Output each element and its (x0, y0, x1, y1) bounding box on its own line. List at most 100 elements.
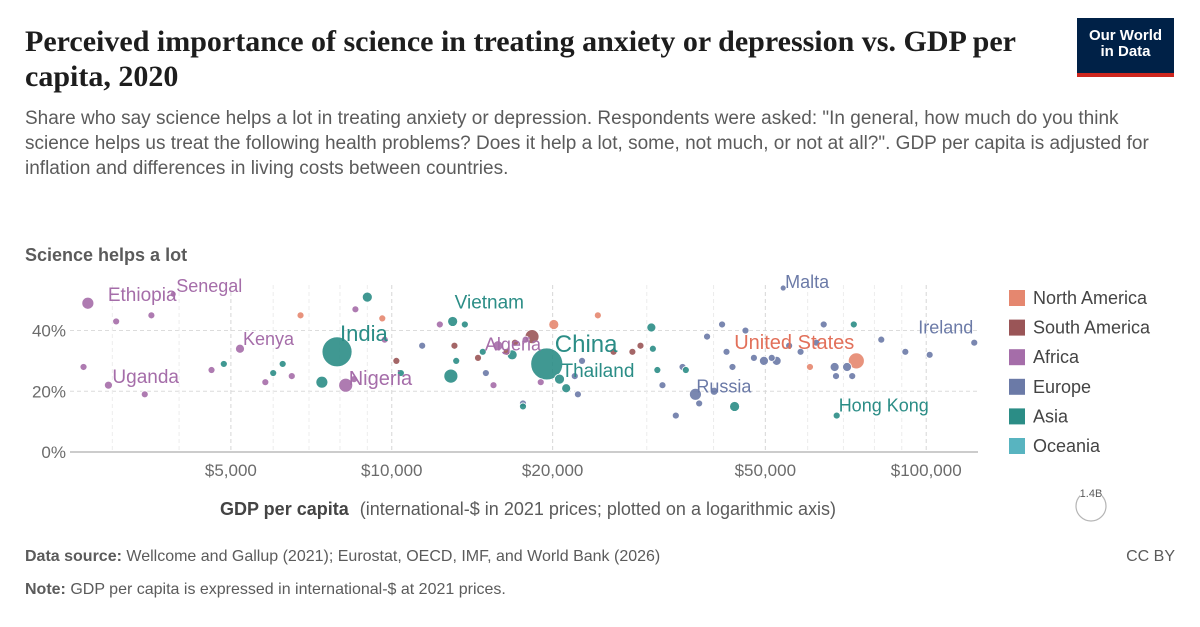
data-point[interactable] (287, 372, 296, 380)
point-russia[interactable] (689, 387, 702, 401)
legend-swatch-north-america[interactable] (1009, 290, 1025, 306)
data-point[interactable] (750, 353, 758, 362)
data-point[interactable] (767, 353, 776, 362)
legend-swatch-europe[interactable] (1009, 378, 1025, 395)
data-point[interactable] (519, 402, 527, 411)
data-point[interactable] (269, 369, 278, 377)
data-point[interactable] (112, 317, 121, 326)
data-point[interactable] (806, 363, 814, 371)
data-point[interactable] (849, 320, 858, 329)
data-point[interactable] (570, 372, 579, 380)
legend-label-asia[interactable]: Asia (1033, 406, 1069, 426)
owid-logo[interactable]: Our World in Data (1077, 18, 1174, 77)
data-point[interactable] (722, 347, 731, 356)
point-india[interactable] (321, 336, 353, 368)
data-point[interactable] (653, 366, 662, 374)
data-point[interactable] (703, 332, 711, 341)
data-point[interactable] (140, 390, 149, 399)
legend-label-oceania[interactable]: Oceania (1033, 436, 1101, 456)
data-point[interactable] (681, 366, 690, 374)
data-point[interactable] (561, 383, 572, 394)
data-point[interactable] (396, 369, 405, 377)
data-point[interactable] (658, 381, 667, 390)
data-point[interactable] (489, 381, 498, 390)
point-algeria[interactable] (492, 340, 504, 352)
point-hong-kong[interactable] (832, 411, 841, 420)
data-point[interactable] (901, 347, 910, 356)
point-kenya[interactable] (235, 343, 245, 354)
data-point[interactable] (741, 326, 750, 335)
legend-swatch-south-america[interactable] (1009, 319, 1025, 336)
data-point[interactable] (609, 347, 618, 356)
data-point[interactable] (819, 320, 828, 329)
data-point[interactable] (219, 360, 228, 368)
data-point[interactable] (636, 341, 645, 350)
data-point[interactable] (521, 335, 530, 344)
data-point[interactable] (452, 357, 461, 365)
legend-swatch-asia[interactable] (1009, 408, 1025, 425)
data-point[interactable] (718, 320, 726, 329)
data-point[interactable] (315, 375, 329, 389)
data-point[interactable] (361, 291, 373, 303)
data-point[interactable] (296, 311, 305, 320)
data-point[interactable] (628, 347, 637, 356)
data-point[interactable] (848, 372, 857, 380)
legend-label-south-america[interactable]: South America (1033, 318, 1151, 338)
legend-label-north-america[interactable]: North America (1033, 288, 1148, 308)
data-point[interactable] (593, 311, 602, 320)
data-point[interactable] (646, 322, 657, 333)
data-point[interactable] (536, 378, 545, 387)
point-malta[interactable] (779, 284, 787, 292)
data-point[interactable] (796, 347, 805, 356)
data-point[interactable] (877, 335, 886, 344)
data-point[interactable] (261, 378, 270, 387)
point-thailand[interactable] (554, 373, 565, 385)
data-point[interactable] (574, 390, 582, 399)
data-point[interactable] (207, 366, 216, 374)
data-point[interactable] (785, 341, 794, 350)
data-point[interactable] (832, 372, 840, 380)
data-point[interactable] (759, 356, 769, 366)
data-point[interactable] (829, 362, 840, 372)
legend-swatch-africa[interactable] (1009, 349, 1025, 366)
data-point[interactable] (351, 305, 360, 314)
data-point[interactable] (474, 353, 482, 362)
point-ireland[interactable] (970, 338, 979, 347)
point-uganda[interactable] (104, 380, 113, 390)
data-point[interactable] (443, 368, 459, 384)
point-united-states[interactable] (847, 352, 865, 370)
data-point[interactable] (278, 360, 287, 368)
point-vietnam[interactable] (447, 316, 459, 327)
legend-label-europe[interactable]: Europe (1033, 377, 1091, 397)
data-point[interactable] (418, 341, 427, 350)
data-point[interactable] (812, 338, 821, 347)
point-ethiopia[interactable] (81, 296, 95, 310)
data-point[interactable] (709, 386, 719, 396)
data-point[interactable] (350, 375, 358, 384)
license-link[interactable]: CC BY (1126, 548, 1175, 565)
data-point[interactable] (511, 338, 519, 347)
data-point[interactable] (478, 347, 487, 356)
data-point[interactable] (378, 314, 387, 323)
data-point[interactable] (502, 347, 511, 356)
data-point[interactable] (842, 362, 852, 372)
data-point[interactable] (671, 411, 680, 420)
point-china[interactable] (530, 347, 564, 381)
data-point[interactable] (79, 363, 88, 371)
data-point[interactable] (729, 401, 740, 412)
data-point[interactable] (147, 311, 156, 320)
data-point[interactable] (548, 319, 560, 330)
data-point[interactable] (695, 399, 704, 408)
data-point[interactable] (925, 350, 934, 359)
data-point[interactable] (648, 344, 657, 353)
data-point[interactable] (450, 341, 459, 350)
data-point[interactable] (435, 320, 444, 329)
data-point[interactable] (392, 357, 401, 365)
data-point[interactable] (728, 363, 737, 371)
legend-swatch-oceania[interactable] (1009, 438, 1025, 454)
data-point[interactable] (481, 369, 490, 377)
point-nigeria[interactable] (338, 377, 354, 393)
point-senegal[interactable] (169, 290, 177, 298)
legend-label-africa[interactable]: Africa (1033, 347, 1080, 367)
data-point[interactable] (460, 320, 469, 329)
